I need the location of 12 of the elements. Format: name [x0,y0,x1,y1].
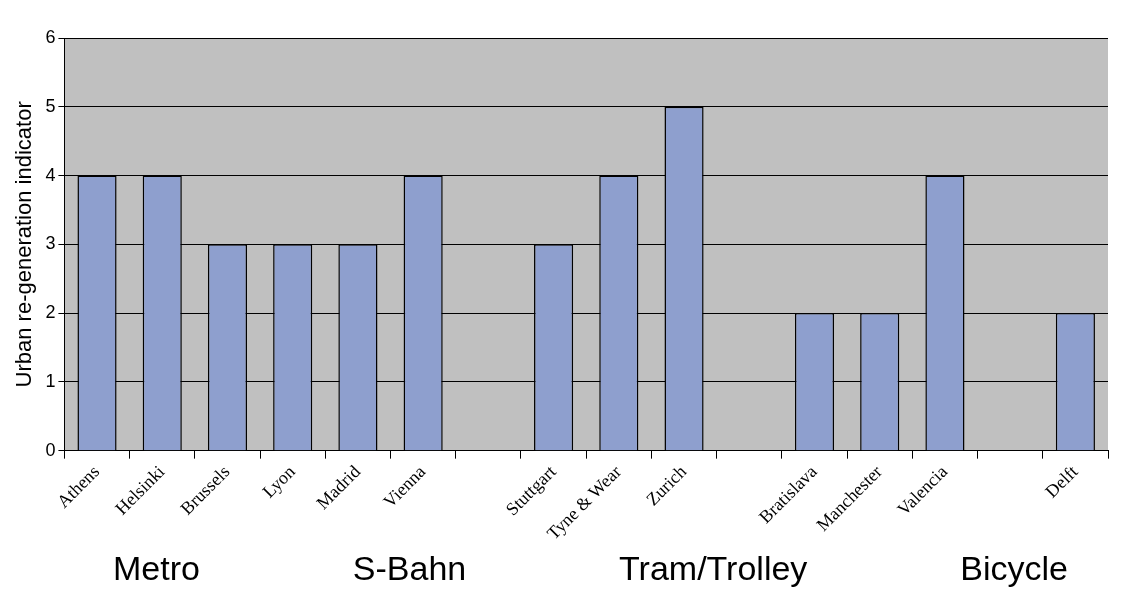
y-tick-label: 1 [45,370,56,391]
text: S-Bahn [352,548,467,588]
y-tick-label: 0 [45,439,56,460]
y-tick-label: 4 [45,164,56,185]
y-tick-label: 2 [45,302,56,323]
y-axis-title: Urban re-generation indicator [11,101,37,388]
text: Metro [113,548,200,588]
y-tick-label: 6 [45,26,56,47]
y-tick-label: 3 [45,233,56,254]
y-tick-label: 5 [45,95,56,116]
text: Bicycle [960,548,1068,588]
text: Tram/Trolley [619,548,808,588]
